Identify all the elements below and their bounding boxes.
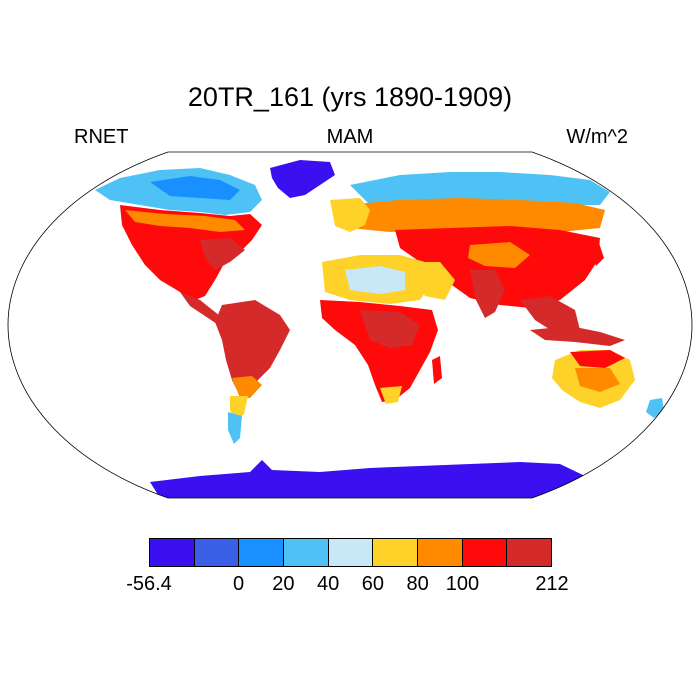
australia-north xyxy=(570,350,625,368)
colorbar-label: 212 xyxy=(535,573,569,595)
colorbar-box-1 xyxy=(194,539,240,566)
india-region xyxy=(470,270,505,318)
colorbar-box-5 xyxy=(373,539,419,566)
north-america-north xyxy=(125,210,245,232)
new-zealand xyxy=(646,398,664,418)
units-label: W/m^2 xyxy=(566,126,628,148)
greenland-region xyxy=(270,160,335,198)
asia-tibet xyxy=(468,242,530,268)
australia-center xyxy=(575,368,620,392)
colorbar-box-7 xyxy=(462,539,508,566)
colorbar-box-2 xyxy=(239,539,285,566)
equatorial-africa xyxy=(360,310,420,348)
indonesia-islands xyxy=(530,326,625,346)
south-america-south xyxy=(232,376,262,398)
south-america-tip xyxy=(228,412,242,444)
asia-region xyxy=(395,226,600,308)
eurasia-boreal xyxy=(345,198,605,232)
colorbar-label: 100 xyxy=(445,573,480,595)
colorbar-box-6 xyxy=(418,539,463,566)
plot-title: 20TR_161 (yrs 1890-1909) xyxy=(187,82,513,112)
southern-africa xyxy=(380,386,402,404)
colorbar-label: 0 xyxy=(232,573,245,595)
central-america-region xyxy=(180,292,225,326)
map-outline xyxy=(7,151,693,499)
sahara-core xyxy=(345,266,405,294)
colorbar-box-8 xyxy=(507,539,552,566)
colorbar-label: 80 xyxy=(406,573,429,595)
north-america-east xyxy=(200,238,245,270)
colorbar-box-4 xyxy=(328,539,374,566)
north-america-arctic-core xyxy=(150,176,240,200)
variable-label: RNET xyxy=(74,126,129,148)
season-label: MAM xyxy=(326,126,374,148)
colorbar xyxy=(149,538,552,567)
south-america-region xyxy=(215,300,290,396)
europe-region xyxy=(330,198,370,232)
colorbar-label: -56.4 xyxy=(126,573,172,595)
japan-region xyxy=(590,240,604,266)
colorbar-labels: -56.4 0 20 40 60 80 100 212 xyxy=(0,573,700,603)
southeast-asia xyxy=(520,296,580,336)
madagascar xyxy=(432,356,442,384)
colorbar-label: 60 xyxy=(361,573,384,595)
antarctica-region xyxy=(150,460,585,498)
colorbar-box-3 xyxy=(284,539,329,566)
colorbar-label: 40 xyxy=(316,573,340,595)
eurasia-arctic xyxy=(350,172,610,205)
arabia-region xyxy=(410,262,455,300)
colorbar-box-0 xyxy=(150,539,195,566)
colorbar-label: 20 xyxy=(272,573,295,595)
